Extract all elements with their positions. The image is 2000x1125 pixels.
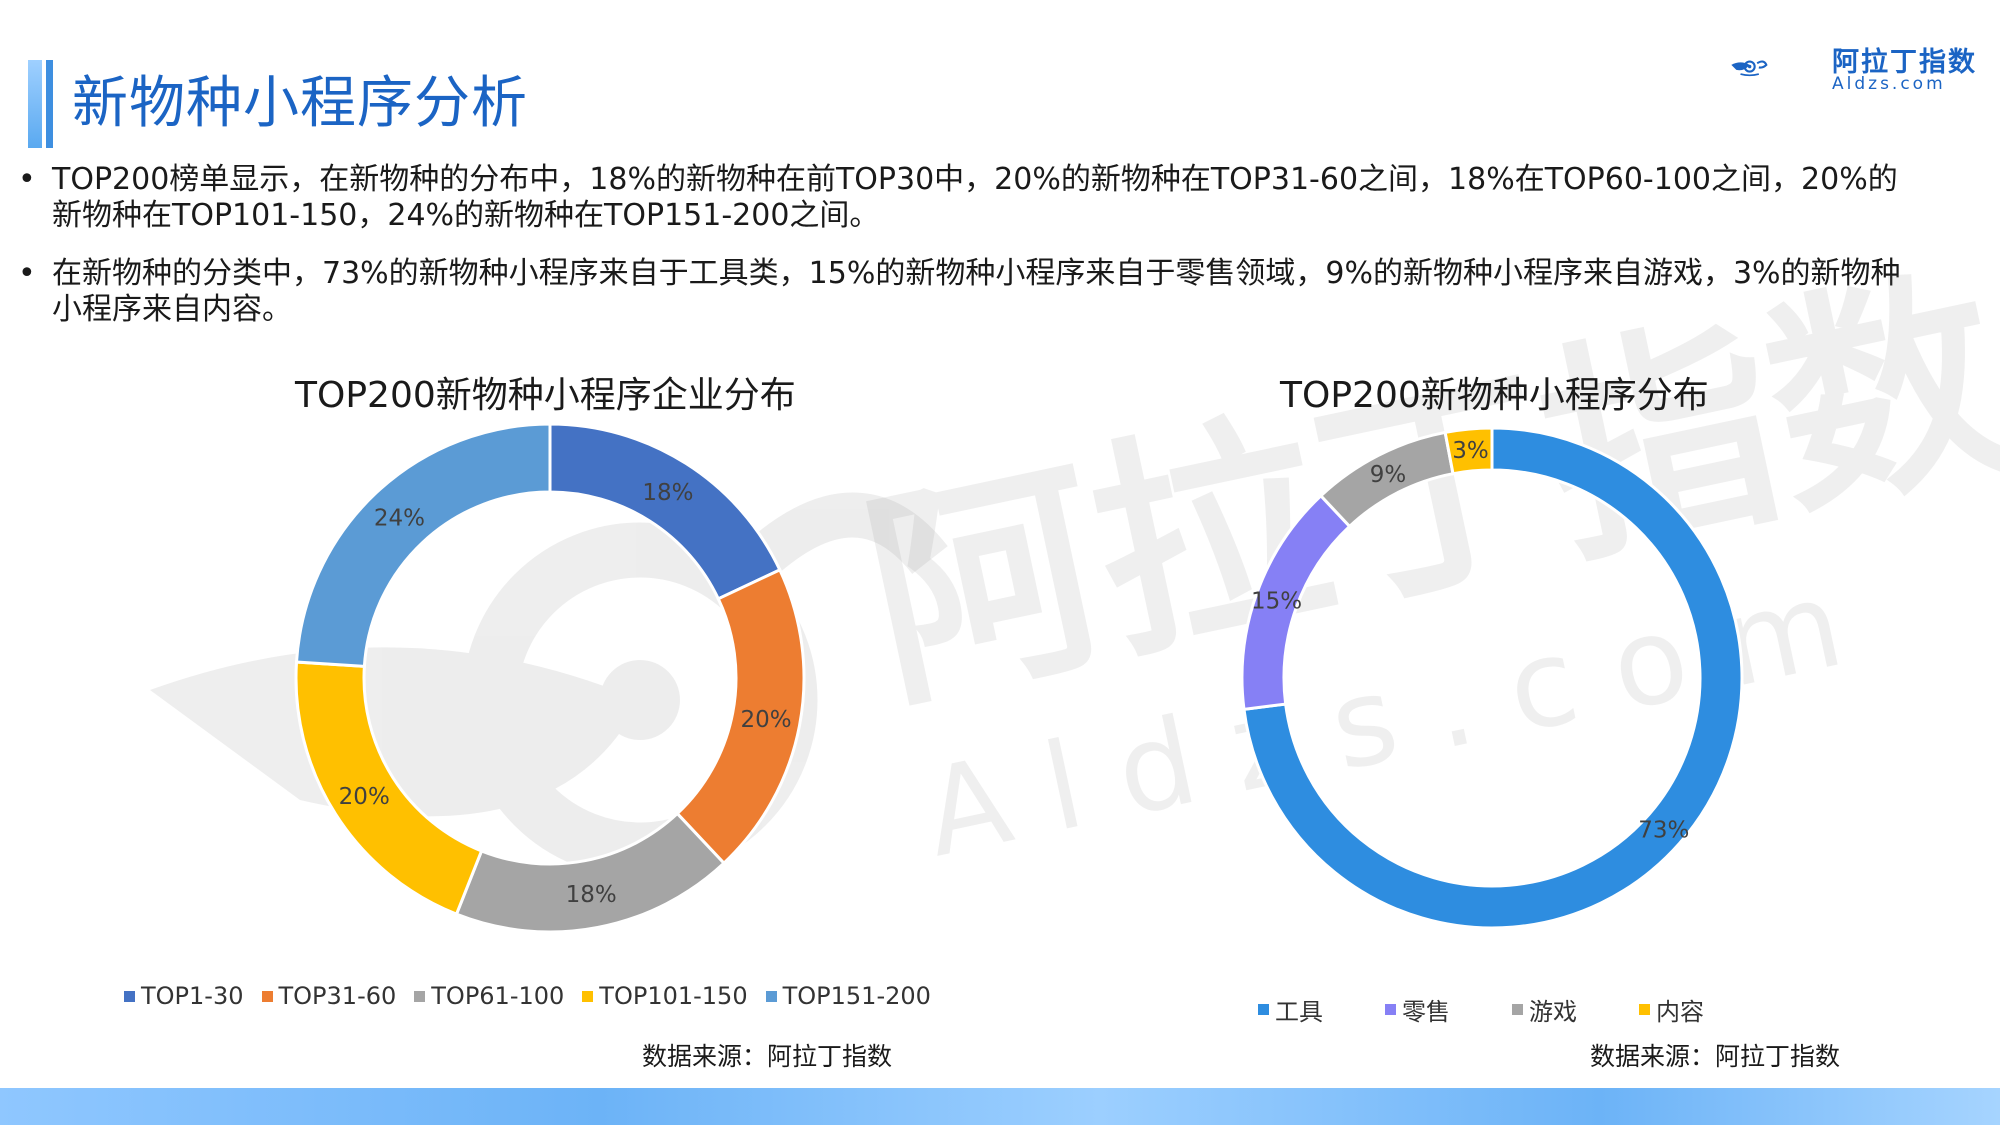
legend-swatch [414,990,426,1002]
chart1-legend-item-2: TOP61-100 [414,982,564,1010]
legend-swatch [765,990,777,1002]
chart2-data-label-3: 3% [1452,438,1489,464]
chart1-title: TOP200新物种小程序企业分布 [295,375,796,416]
bullet-text: 在新物种的分类中，73%的新物种小程序来自于工具类，15%的新物种小程序来自于零… [52,256,1901,327]
logo-icon [1731,60,1768,77]
legend-label: TOP61-100 [431,982,565,1010]
title-accent-bars [28,60,54,148]
chart1-data-label-4: 24% [374,506,425,532]
page-title: 新物种小程序分析 [72,71,528,136]
chart2-data-label-2: 9% [1370,462,1407,488]
legend-swatch [1512,1004,1523,1015]
bullet-item: • 在新物种的分类中，73%的新物种小程序来自于工具类，15%的新物种小程序来自… [18,256,1918,328]
chart1-legend: TOP1-30 TOP31-60 TOP61-100 TOP101-150 TOP151… [124,982,949,1010]
legend-swatch [1385,1004,1396,1015]
footer-bar [0,1088,2000,1125]
bullet-list: • TOP200榜单显示，在新物种的分布中，18%的新物种在前TOP30中，20… [18,162,1918,350]
chart1-donut: 18% 20% 18% 20% 24% [294,422,806,934]
chart1-legend-item-3: TOP101-150 [582,982,748,1010]
chart1-data-label-0: 18% [642,480,693,506]
chart2-legend-item-3: 内容 [1639,992,1704,1027]
legend-label: TOP31-60 [278,982,397,1010]
bullet-dot: • [18,256,36,291]
legend-label: 零售 [1402,998,1450,1026]
bullet-dot: • [18,162,36,197]
chart2-legend: 工具 零售 游戏 内容 [1258,992,1766,1027]
legend-label: 工具 [1275,998,1323,1026]
chart1-data-label-1: 20% [741,707,792,733]
chart1-legend-item-4: TOP151-200 [765,982,931,1010]
chart1-legend-item-1: TOP31-60 [261,982,397,1010]
legend-swatch [261,990,273,1002]
chart2-data-label-1: 15% [1251,588,1302,614]
chart1-source: 数据来源：阿拉丁指数 [642,1042,893,1071]
chart1-slice-2 [454,811,726,934]
chart2-slice-0 [1242,426,1744,930]
legend-swatch [582,990,594,1002]
chart2-source: 数据来源：阿拉丁指数 [1590,1042,1841,1071]
legend-label: TOP101-150 [599,982,748,1010]
logo-subtext: Aldzs.com [1832,74,1946,94]
legend-swatch [124,990,135,1002]
chart2-legend-item-0: 工具 [1258,992,1323,1027]
chart1-slice-0 [548,422,782,601]
chart2-title: TOP200新物种小程序分布 [1280,375,1709,416]
legend-label: TOP1-30 [141,982,244,1010]
chart2-legend-item-2: 游戏 [1512,992,1577,1027]
legend-label: 游戏 [1529,998,1577,1026]
legend-swatch [1639,1004,1650,1015]
chart2-donut: 73% 15% 9% 3% [1242,426,1744,930]
chart2-slice-3 [1443,426,1494,476]
chart1-data-label-3: 20% [339,784,390,810]
chart1-legend-item-0: TOP1-30 [124,982,244,1010]
bullet-item: • TOP200榜单显示，在新物种的分布中，18%的新物种在前TOP30中，20… [18,162,1918,234]
chart1-data-label-2: 18% [566,882,617,908]
legend-label: TOP151-200 [782,982,931,1010]
chart1-slice-4 [294,422,552,668]
chart2-legend-item-1: 零售 [1385,992,1450,1027]
legend-swatch [1258,1004,1269,1015]
logo-text: 阿拉丁指数 [1832,47,1977,78]
bullet-text: TOP200榜单显示，在新物种的分布中，18%的新物种在前TOP30中，20%的… [52,162,1898,233]
chart2-data-label-0: 73% [1638,817,1689,843]
legend-label: 内容 [1656,998,1704,1026]
